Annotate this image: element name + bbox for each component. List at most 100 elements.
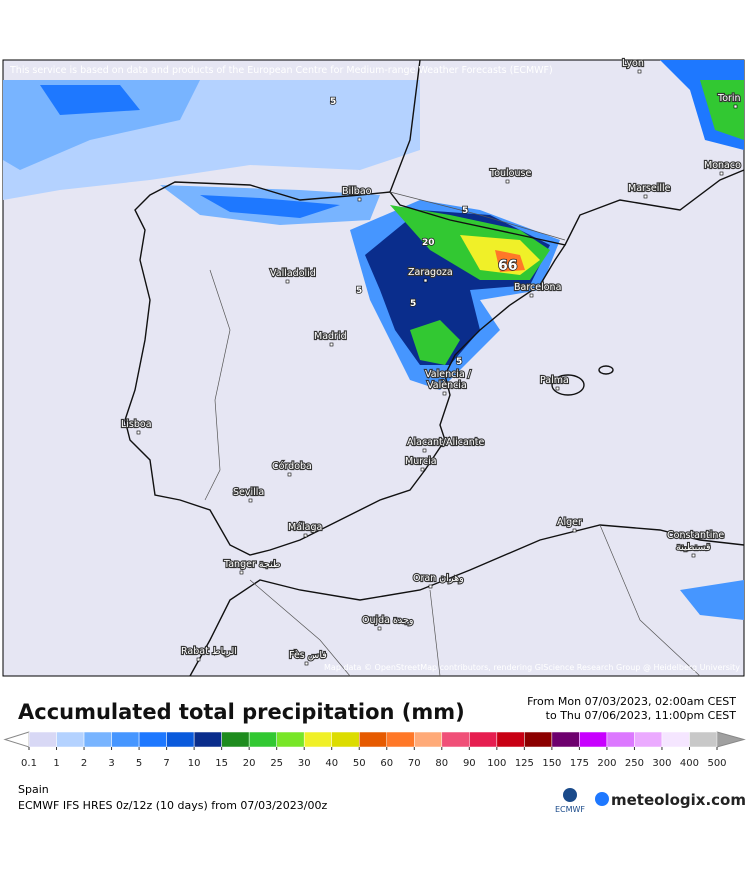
city-label: Barcelona [514, 282, 561, 293]
city-marker [420, 467, 425, 472]
contour-label: 66 [498, 258, 517, 274]
legend-tick-label: 15 [215, 758, 228, 769]
city-label: Marseille [628, 183, 671, 194]
city-label: Lyon [622, 58, 644, 69]
city-marker [555, 386, 560, 391]
legend-tick-label: 7 [163, 758, 169, 769]
city-label: València [427, 380, 467, 391]
legend-swatch [524, 731, 553, 748]
city-label: Valladolid [270, 268, 316, 279]
legend-title: Accumulated total precipitation (mm) [18, 700, 465, 724]
city-marker [643, 194, 648, 199]
legend-swatch [358, 731, 388, 748]
legend-swatch [579, 731, 608, 748]
city-marker [239, 570, 244, 575]
contour-label: 20 [422, 238, 435, 248]
legend-tick-label: 30 [298, 758, 311, 769]
city-label: Alger [557, 517, 582, 528]
legend-swatch [551, 731, 580, 748]
legend-swatch [276, 731, 305, 748]
legend-swatch [386, 731, 415, 748]
city-marker [136, 430, 141, 435]
legend-tick-label: 250 [625, 758, 644, 769]
city-label: Palma [540, 375, 569, 386]
legend-swatch [331, 731, 360, 748]
legend-tick-label: 3 [108, 758, 114, 769]
legend-swatch [661, 731, 690, 748]
city-marker [357, 197, 362, 202]
contour-label: 5 [462, 206, 468, 216]
precip-field [3, 60, 744, 620]
city-label: Lisboa [121, 419, 152, 430]
legend-tick-label: 150 [542, 758, 561, 769]
city-label: Madrid [314, 331, 347, 342]
legend-tick-label: 90 [463, 758, 476, 769]
city-marker [572, 528, 577, 533]
legend-tick-label: 10 [188, 758, 201, 769]
city-marker [377, 626, 382, 631]
ecmwf-logo [563, 788, 577, 802]
contour-label: 5 [410, 299, 416, 309]
city-label: Tanger طنجة [223, 559, 281, 570]
legend-tick-label: 80 [435, 758, 448, 769]
contour-label: 5 [356, 286, 362, 296]
legend-swatch [606, 731, 635, 748]
legend-swatch [303, 731, 332, 748]
city-label: Málaga [288, 522, 322, 533]
city-marker [428, 584, 433, 589]
city-marker [303, 533, 308, 538]
city-marker [304, 661, 309, 666]
brand-logo [595, 792, 609, 806]
contour-label: 5 [456, 357, 462, 367]
legend-tick-label: 0.1 [21, 758, 37, 769]
legend-swatch [414, 731, 443, 748]
legend-tick-label: 200 [597, 758, 616, 769]
legend-swatch [248, 731, 277, 748]
city-marker [329, 342, 334, 347]
city-label: Constantine [667, 530, 724, 541]
city-marker [529, 293, 534, 298]
legend-swatch [28, 731, 57, 748]
ecmwf-text: ECMWF [555, 805, 585, 814]
period-to: to Thu 07/06/2023, 11:00pm CEST [546, 709, 737, 722]
legend-tick-label: 500 [707, 758, 726, 769]
legend-tick-label: 1 [53, 758, 59, 769]
legend-swatch [441, 731, 470, 748]
legend-tick-label: 100 [487, 758, 506, 769]
city-label: قسنطينة [676, 542, 711, 553]
city-label: Sevilla [233, 487, 264, 498]
legend-tick-label: 400 [680, 758, 699, 769]
legend-swatch [83, 731, 112, 748]
region: Spain [18, 783, 49, 796]
city-marker [719, 171, 724, 176]
legend-tick-label: 175 [570, 758, 589, 769]
banner: This service is based on data and produc… [9, 65, 553, 76]
city-label: Oujda وجدة [362, 615, 413, 626]
legend-tick-label: 125 [515, 758, 534, 769]
city-marker [285, 279, 290, 284]
legend-swatch [634, 731, 663, 748]
city-marker [196, 657, 201, 662]
legend-tick-label: 70 [408, 758, 421, 769]
city-marker [691, 553, 696, 558]
city-label: Córdoba [272, 461, 312, 472]
coastlines [124, 59, 745, 677]
attribution: Map data © OpenStreetMap contributors, r… [324, 663, 740, 672]
city-marker [287, 472, 292, 477]
model-info: ECMWF IFS HRES 0z/12z (10 days) from 07/… [18, 799, 328, 812]
city-label: Zaragoza [408, 267, 453, 278]
city-label: Rabat الرباط [181, 646, 237, 657]
legend-under [3, 731, 30, 748]
city-label: Toulouse [489, 168, 531, 179]
period-from: From Mon 07/03/2023, 02:00am CEST [527, 695, 736, 708]
legend-tick-label: 50 [353, 758, 366, 769]
city-label: Alacant/Alicante [407, 437, 485, 448]
city-label: Torin [717, 93, 741, 104]
city-marker [442, 391, 447, 396]
city-label: Monaco [704, 160, 741, 171]
legend-swatch [193, 731, 222, 748]
legend-swatch [221, 731, 250, 748]
legend-tick-label: 300 [652, 758, 671, 769]
city-marker [637, 69, 642, 74]
